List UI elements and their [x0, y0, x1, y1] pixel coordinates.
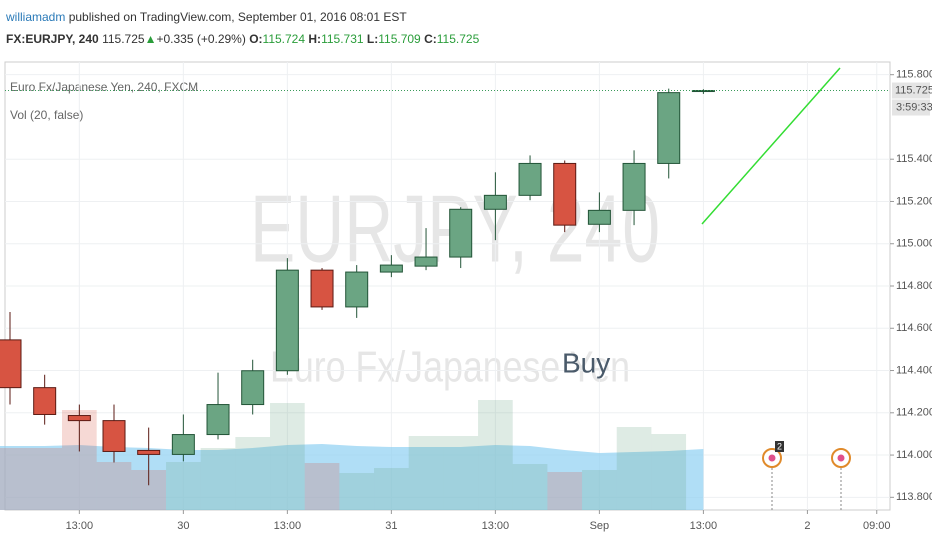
volume-bar [512, 464, 548, 510]
event-marker[interactable]: 2 [762, 441, 784, 510]
y-tick-label: 113.800 [896, 491, 932, 503]
volume-bar [200, 448, 236, 510]
volume-bar [96, 462, 132, 510]
author[interactable]: williamadm [6, 10, 66, 24]
volume-bar [339, 473, 375, 510]
y-tick-label: 114.200 [896, 407, 932, 419]
y-tick-label: 114.600 [896, 322, 932, 334]
arrow: ▲ [144, 32, 157, 46]
candle-body [518, 162, 542, 196]
candle-body [691, 90, 715, 93]
o-label: O: [249, 32, 263, 46]
candle-body [622, 162, 646, 211]
volume-bar [443, 436, 479, 510]
candle-body [137, 449, 161, 455]
y-tick-label: 115.000 [896, 238, 932, 250]
volume-bar [270, 403, 305, 510]
y-tick-label: 114.000 [896, 449, 932, 461]
volume-bar [478, 400, 513, 510]
candle-body [414, 256, 438, 267]
y-tick-label: 115.200 [896, 195, 932, 207]
h-value: 115.731 [321, 32, 364, 46]
volume-bar [616, 427, 652, 510]
l-label: L: [366, 32, 379, 46]
volume-bar [408, 436, 444, 510]
candle-body [67, 415, 91, 422]
annotation: Buy [562, 347, 610, 378]
x-tick-label: 13:00 [66, 520, 94, 532]
candle-body [657, 92, 681, 164]
volume-bar [547, 472, 583, 510]
legend-entry: Vol (20, false) [10, 108, 83, 122]
countdown-box [892, 99, 930, 116]
chart: EURJPY, 240 Euro Fx/Japanese Yen Euro Fx… [0, 61, 932, 532]
legend-entry: Euro Fx/Japanese Yen, 240, FXCM [10, 80, 198, 94]
price: 115.725 [102, 32, 145, 46]
candle-body [206, 404, 230, 436]
watermark-sub: Euro Fx/Japanese Yen [270, 343, 630, 392]
header-line: williamadm published on TradingView.com,… [6, 6, 926, 28]
c-label: C: [424, 32, 437, 46]
y-tick-label: 115.800 [896, 69, 932, 81]
header: williamadm published on TradingView.com,… [0, 0, 932, 56]
candle-body [102, 420, 126, 452]
last-price-box [892, 82, 930, 99]
x-tick-label: 13:00 [690, 520, 718, 532]
l-value: 115.709 [378, 32, 421, 46]
header-line: FX:EURJPY, 240 115.725▲+0.335 (+0.29%) O… [6, 28, 926, 50]
event-marker[interactable] [831, 448, 851, 510]
x-tick-label: 13:00 [274, 520, 302, 532]
candle-body [171, 434, 195, 455]
candle-body [379, 264, 403, 273]
candle-body [0, 339, 22, 389]
volume-bar [651, 434, 687, 510]
candle-body [241, 370, 265, 406]
published: published on TradingView.com, September … [68, 10, 407, 24]
x-tick-label: 13:00 [482, 520, 510, 532]
candle-body [345, 271, 369, 308]
y-tick-label: 114.800 [896, 280, 932, 292]
c-value: 115.725 [436, 32, 480, 46]
last-price-label: 115.725 [895, 84, 932, 96]
volume-bar [0, 448, 28, 510]
x-tick-label: 09:00 [863, 520, 891, 532]
event-badge: 2 [777, 441, 782, 451]
x-tick-label: 30 [177, 520, 189, 532]
y-tick-label: 115.400 [896, 153, 932, 165]
countdown: 3:59:33 [896, 101, 932, 113]
trend-line [701, 67, 841, 225]
volume-bar [582, 470, 617, 510]
x-tick-label: 31 [385, 520, 397, 532]
y-tick-label: 114.400 [896, 364, 932, 376]
change: +0.335 (+0.29%) [156, 32, 246, 46]
h-label: H: [308, 32, 322, 46]
o-value: 115.724 [262, 32, 306, 46]
symbol: FX:EURJPY, 240 [6, 32, 99, 46]
candle-body [483, 194, 507, 210]
candle-body [275, 269, 299, 372]
x-tick-label: 2 [804, 520, 810, 532]
volume-ma-area [0, 444, 704, 510]
volume-bar [166, 462, 201, 510]
candle-body [587, 209, 611, 225]
volume-bar [374, 468, 409, 510]
candle-body [33, 387, 57, 415]
volume-bar [27, 448, 63, 510]
candle-body [449, 208, 473, 258]
volume-bar [304, 463, 340, 510]
candle-body [553, 162, 577, 226]
x-tick-label: Sep [590, 520, 610, 532]
candle-body [310, 269, 334, 308]
volume-bar [235, 437, 271, 510]
